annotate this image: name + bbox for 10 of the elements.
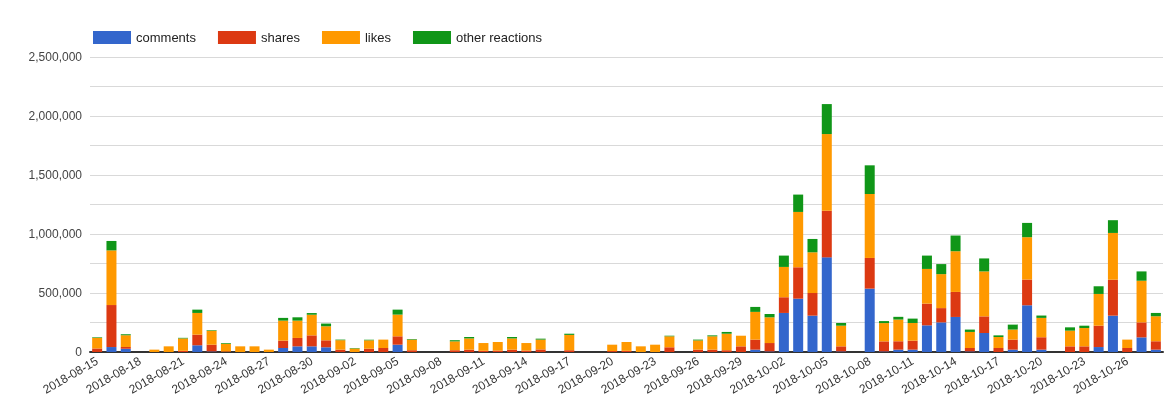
y-tick-label: 1,000,000 — [28, 227, 83, 241]
y-tick-label: 2,000,000 — [28, 109, 83, 123]
y-tick-label: 0 — [75, 345, 83, 359]
y-tick-label: 500,000 — [38, 286, 83, 300]
y-tick-label: 1,500,000 — [28, 168, 83, 182]
legend-label: other reactions — [455, 30, 543, 45]
legend-label: comments — [136, 30, 197, 45]
legend-label: likes — [364, 30, 392, 45]
legend-label: shares — [260, 30, 301, 45]
y-tick-label: 2,500,000 — [28, 50, 83, 64]
